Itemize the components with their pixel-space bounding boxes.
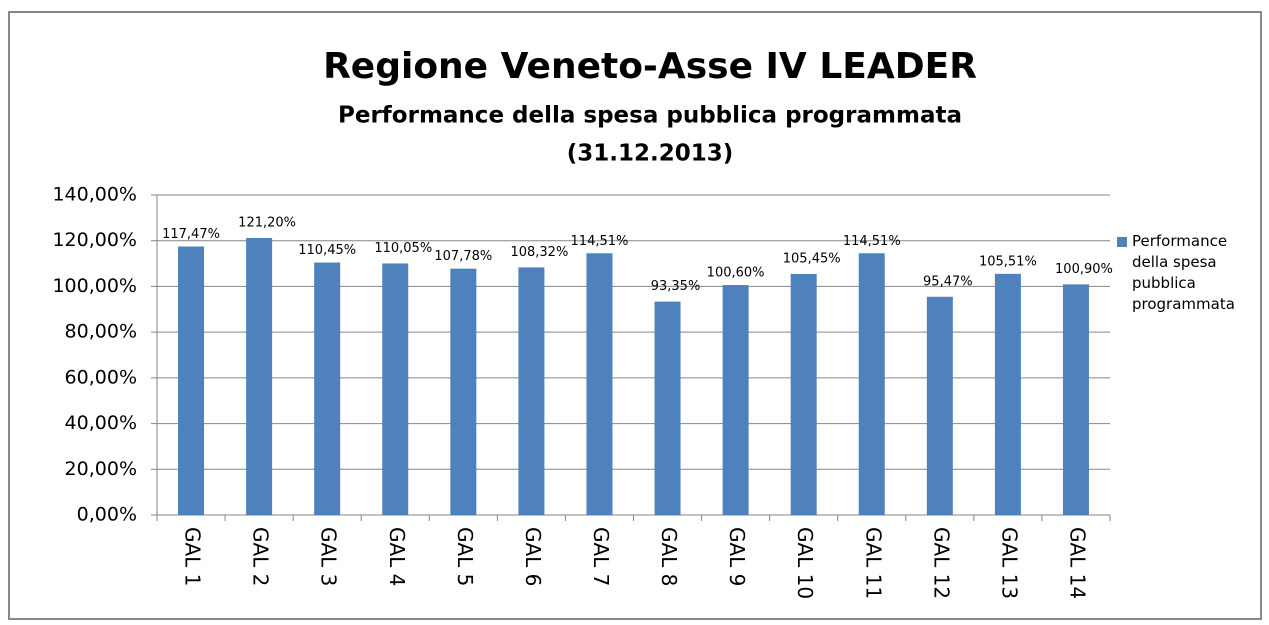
data-label: 110,05%: [374, 241, 432, 256]
y-tick-label: 60,00%: [65, 366, 137, 388]
data-label: 93,35%: [651, 279, 701, 294]
x-tick-label: GAL 12: [929, 527, 953, 599]
bar: [790, 273, 817, 515]
data-label: 105,45%: [783, 251, 841, 266]
chart-title: Regione Veneto-Asse IV LEADER: [323, 46, 977, 87]
legend-label: Performance della spesa pubblica program…: [1132, 232, 1235, 313]
x-tick-label: GAL 3: [317, 527, 341, 586]
data-label: 117,47%: [162, 227, 220, 242]
bar: [586, 253, 613, 515]
y-tick-label: 40,00%: [65, 412, 137, 434]
bar: [450, 268, 477, 515]
x-tick-label: GAL 11: [861, 527, 885, 599]
y-tick-label: 100,00%: [52, 275, 137, 297]
bar: [382, 263, 409, 515]
data-label: 100,90%: [1055, 262, 1113, 277]
x-tick-label: GAL 10: [793, 527, 817, 599]
bar: [246, 237, 273, 515]
x-tick-label: GAL 2: [249, 527, 273, 586]
bar: [654, 301, 681, 515]
x-tick-label: GAL 8: [657, 527, 681, 586]
data-label: 121,20%: [238, 215, 296, 230]
x-tick-label: GAL 1: [181, 527, 205, 586]
data-label: 105,51%: [979, 254, 1037, 269]
chart-frame: [8, 11, 1262, 620]
data-label: 108,32%: [510, 245, 568, 260]
bar: [314, 262, 341, 515]
bar: [994, 273, 1021, 515]
x-tick-label: GAL 7: [589, 527, 613, 586]
y-tick-label: 20,00%: [65, 458, 137, 480]
chart-subtitle: Performance della spesa pubblica program…: [338, 103, 962, 129]
y-tick-label: 120,00%: [52, 229, 137, 251]
data-label: 114,51%: [571, 234, 629, 249]
y-tick-label: 140,00%: [52, 184, 137, 206]
bar: [1062, 284, 1089, 515]
x-tick-label: GAL 5: [453, 527, 477, 586]
data-label: 110,45%: [298, 243, 356, 258]
bar: [722, 285, 749, 515]
data-label: 114,51%: [843, 234, 901, 249]
x-tick-label: GAL 14: [1065, 527, 1089, 599]
data-label: 95,47%: [923, 274, 973, 289]
y-tick-label: 0,00%: [77, 504, 137, 526]
x-tick-label: GAL 6: [521, 527, 545, 586]
bar: [518, 267, 545, 515]
data-label: 107,78%: [434, 249, 492, 264]
data-label: 100,60%: [707, 266, 765, 281]
x-tick-label: GAL 9: [725, 527, 749, 586]
bar: [178, 246, 205, 516]
bar: [926, 296, 953, 515]
y-tick-label: 80,00%: [65, 321, 137, 343]
legend-swatch: [1117, 237, 1127, 247]
x-tick-label: GAL 13: [997, 527, 1021, 599]
chart-subtitle: (31.12.2013): [567, 141, 734, 167]
bar: [858, 253, 885, 515]
legend-entry: Performance della spesa pubblica program…: [1132, 232, 1235, 313]
x-tick-label: GAL 4: [385, 527, 409, 586]
